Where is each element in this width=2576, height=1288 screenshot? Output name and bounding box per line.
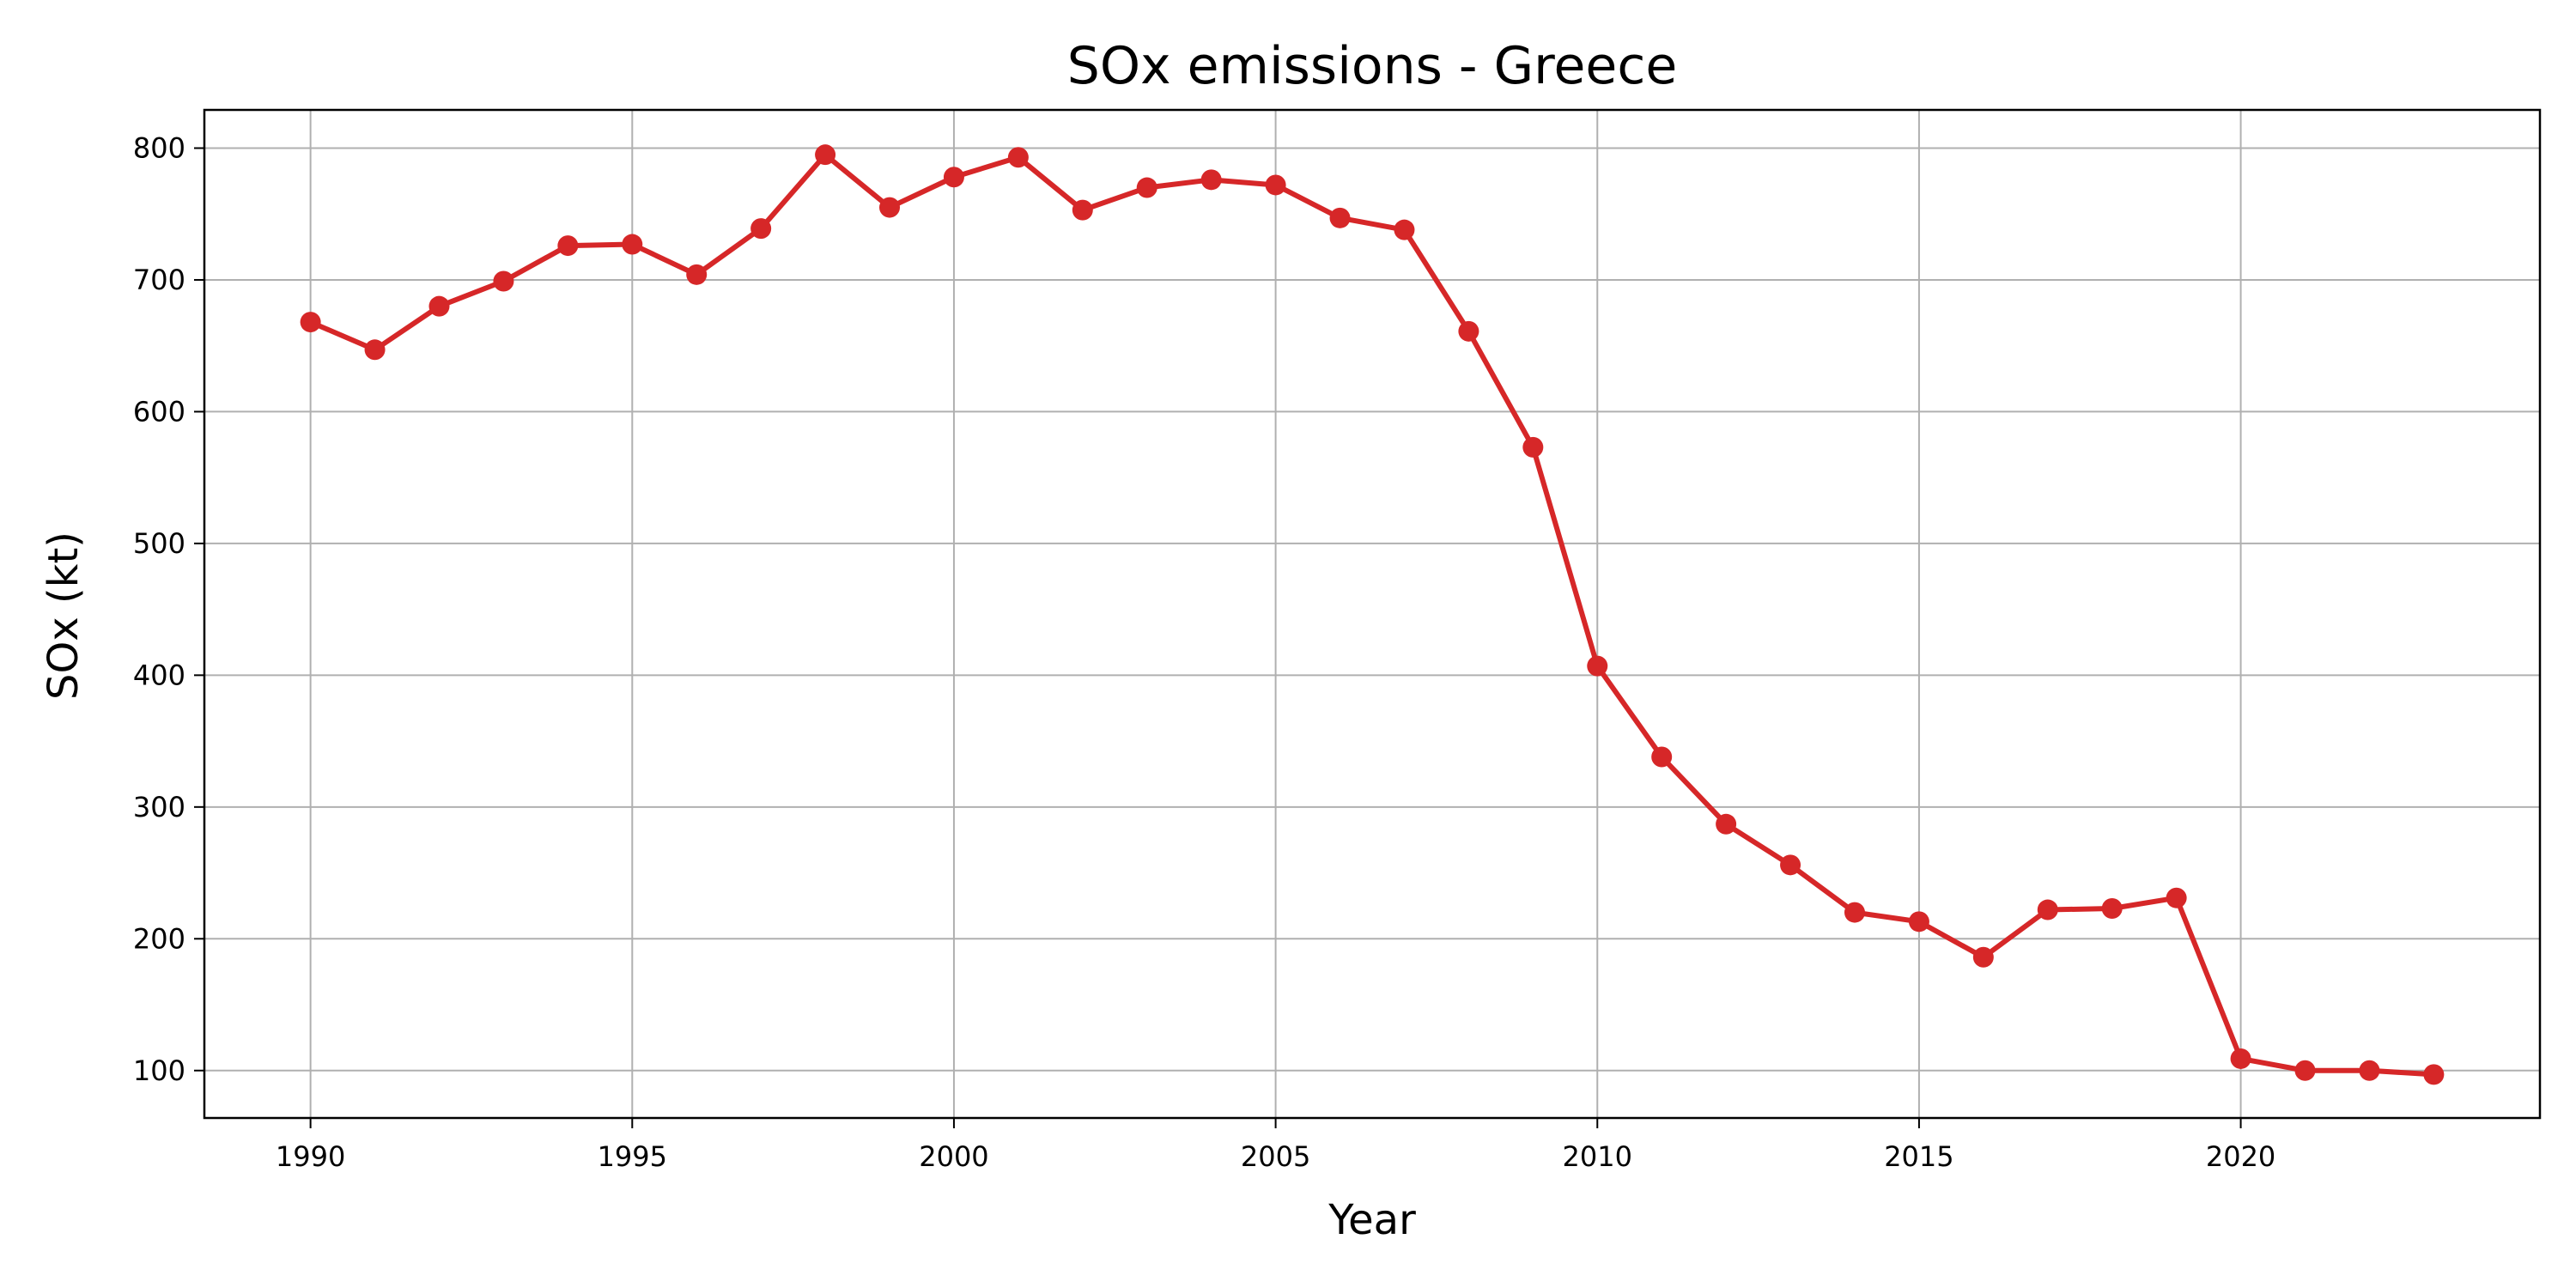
x-tick-label: 1995 (598, 1140, 667, 1173)
data-point (2359, 1060, 2380, 1081)
data-point (2166, 887, 2187, 908)
data-point (300, 312, 321, 333)
data-point (428, 295, 450, 317)
data-point (1972, 946, 1994, 968)
data-point (2101, 897, 2123, 919)
y-axis-title: SOx (kt) (39, 532, 88, 700)
series-layer (300, 144, 2445, 1085)
y-tick-label: 700 (133, 264, 185, 296)
chart-title: SOx emissions - Greece (1067, 36, 1677, 96)
data-point (1265, 174, 1286, 196)
data-point (1072, 199, 1093, 221)
data-point (1651, 746, 1673, 768)
data-point (493, 270, 514, 292)
x-tick-label: 2020 (2206, 1140, 2275, 1173)
x-tick-label: 2010 (1563, 1140, 1632, 1173)
data-point (686, 264, 708, 285)
data-point (1908, 911, 1929, 933)
data-point (2037, 899, 2058, 920)
data-point (879, 197, 901, 218)
data-point (557, 235, 579, 257)
data-point (1844, 902, 1865, 923)
data-point (1329, 207, 1351, 228)
y-tick-label: 400 (133, 659, 185, 691)
data-point (2294, 1060, 2316, 1081)
sox-emissions-line (307, 152, 2437, 1078)
data-point (1522, 436, 1544, 458)
y-tick-label: 300 (133, 791, 185, 823)
data-point (1716, 813, 1737, 835)
x-tick-label: 2005 (1241, 1140, 1310, 1173)
data-point (815, 144, 836, 166)
axes-layer: 1990 1995 2000 2005 2010 2015 2020 100 200 300 400… (133, 108, 2542, 1173)
data-point (364, 339, 386, 361)
x-tick-label: 1990 (276, 1140, 345, 1173)
data-point (1136, 177, 1157, 198)
data-point (2230, 1048, 2251, 1069)
y-tick-label: 600 (133, 395, 185, 428)
data-point (622, 234, 643, 255)
x-tick-label: 2000 (919, 1140, 988, 1173)
text-layer: SOx emissions - Greece Year SOx (kt) (39, 36, 1677, 1244)
data-point (1458, 320, 1479, 342)
data-point (1200, 169, 1222, 191)
y-tick-label: 100 (133, 1054, 185, 1087)
x-tick-label: 2015 (1884, 1140, 1953, 1173)
data-point (1780, 854, 1801, 876)
grid-layer (204, 110, 2540, 1118)
data-point (943, 167, 964, 188)
y-tick-label: 200 (133, 922, 185, 955)
y-tick-label: 800 (133, 132, 185, 165)
data-point (750, 218, 772, 240)
data-point (1007, 147, 1029, 168)
data-point (2423, 1064, 2445, 1085)
data-point (1587, 655, 1608, 677)
y-tick-label: 500 (133, 527, 185, 560)
plot-frame (203, 108, 2542, 1120)
data-point (1394, 219, 1415, 240)
x-axis-title: Year (1327, 1196, 1416, 1244)
